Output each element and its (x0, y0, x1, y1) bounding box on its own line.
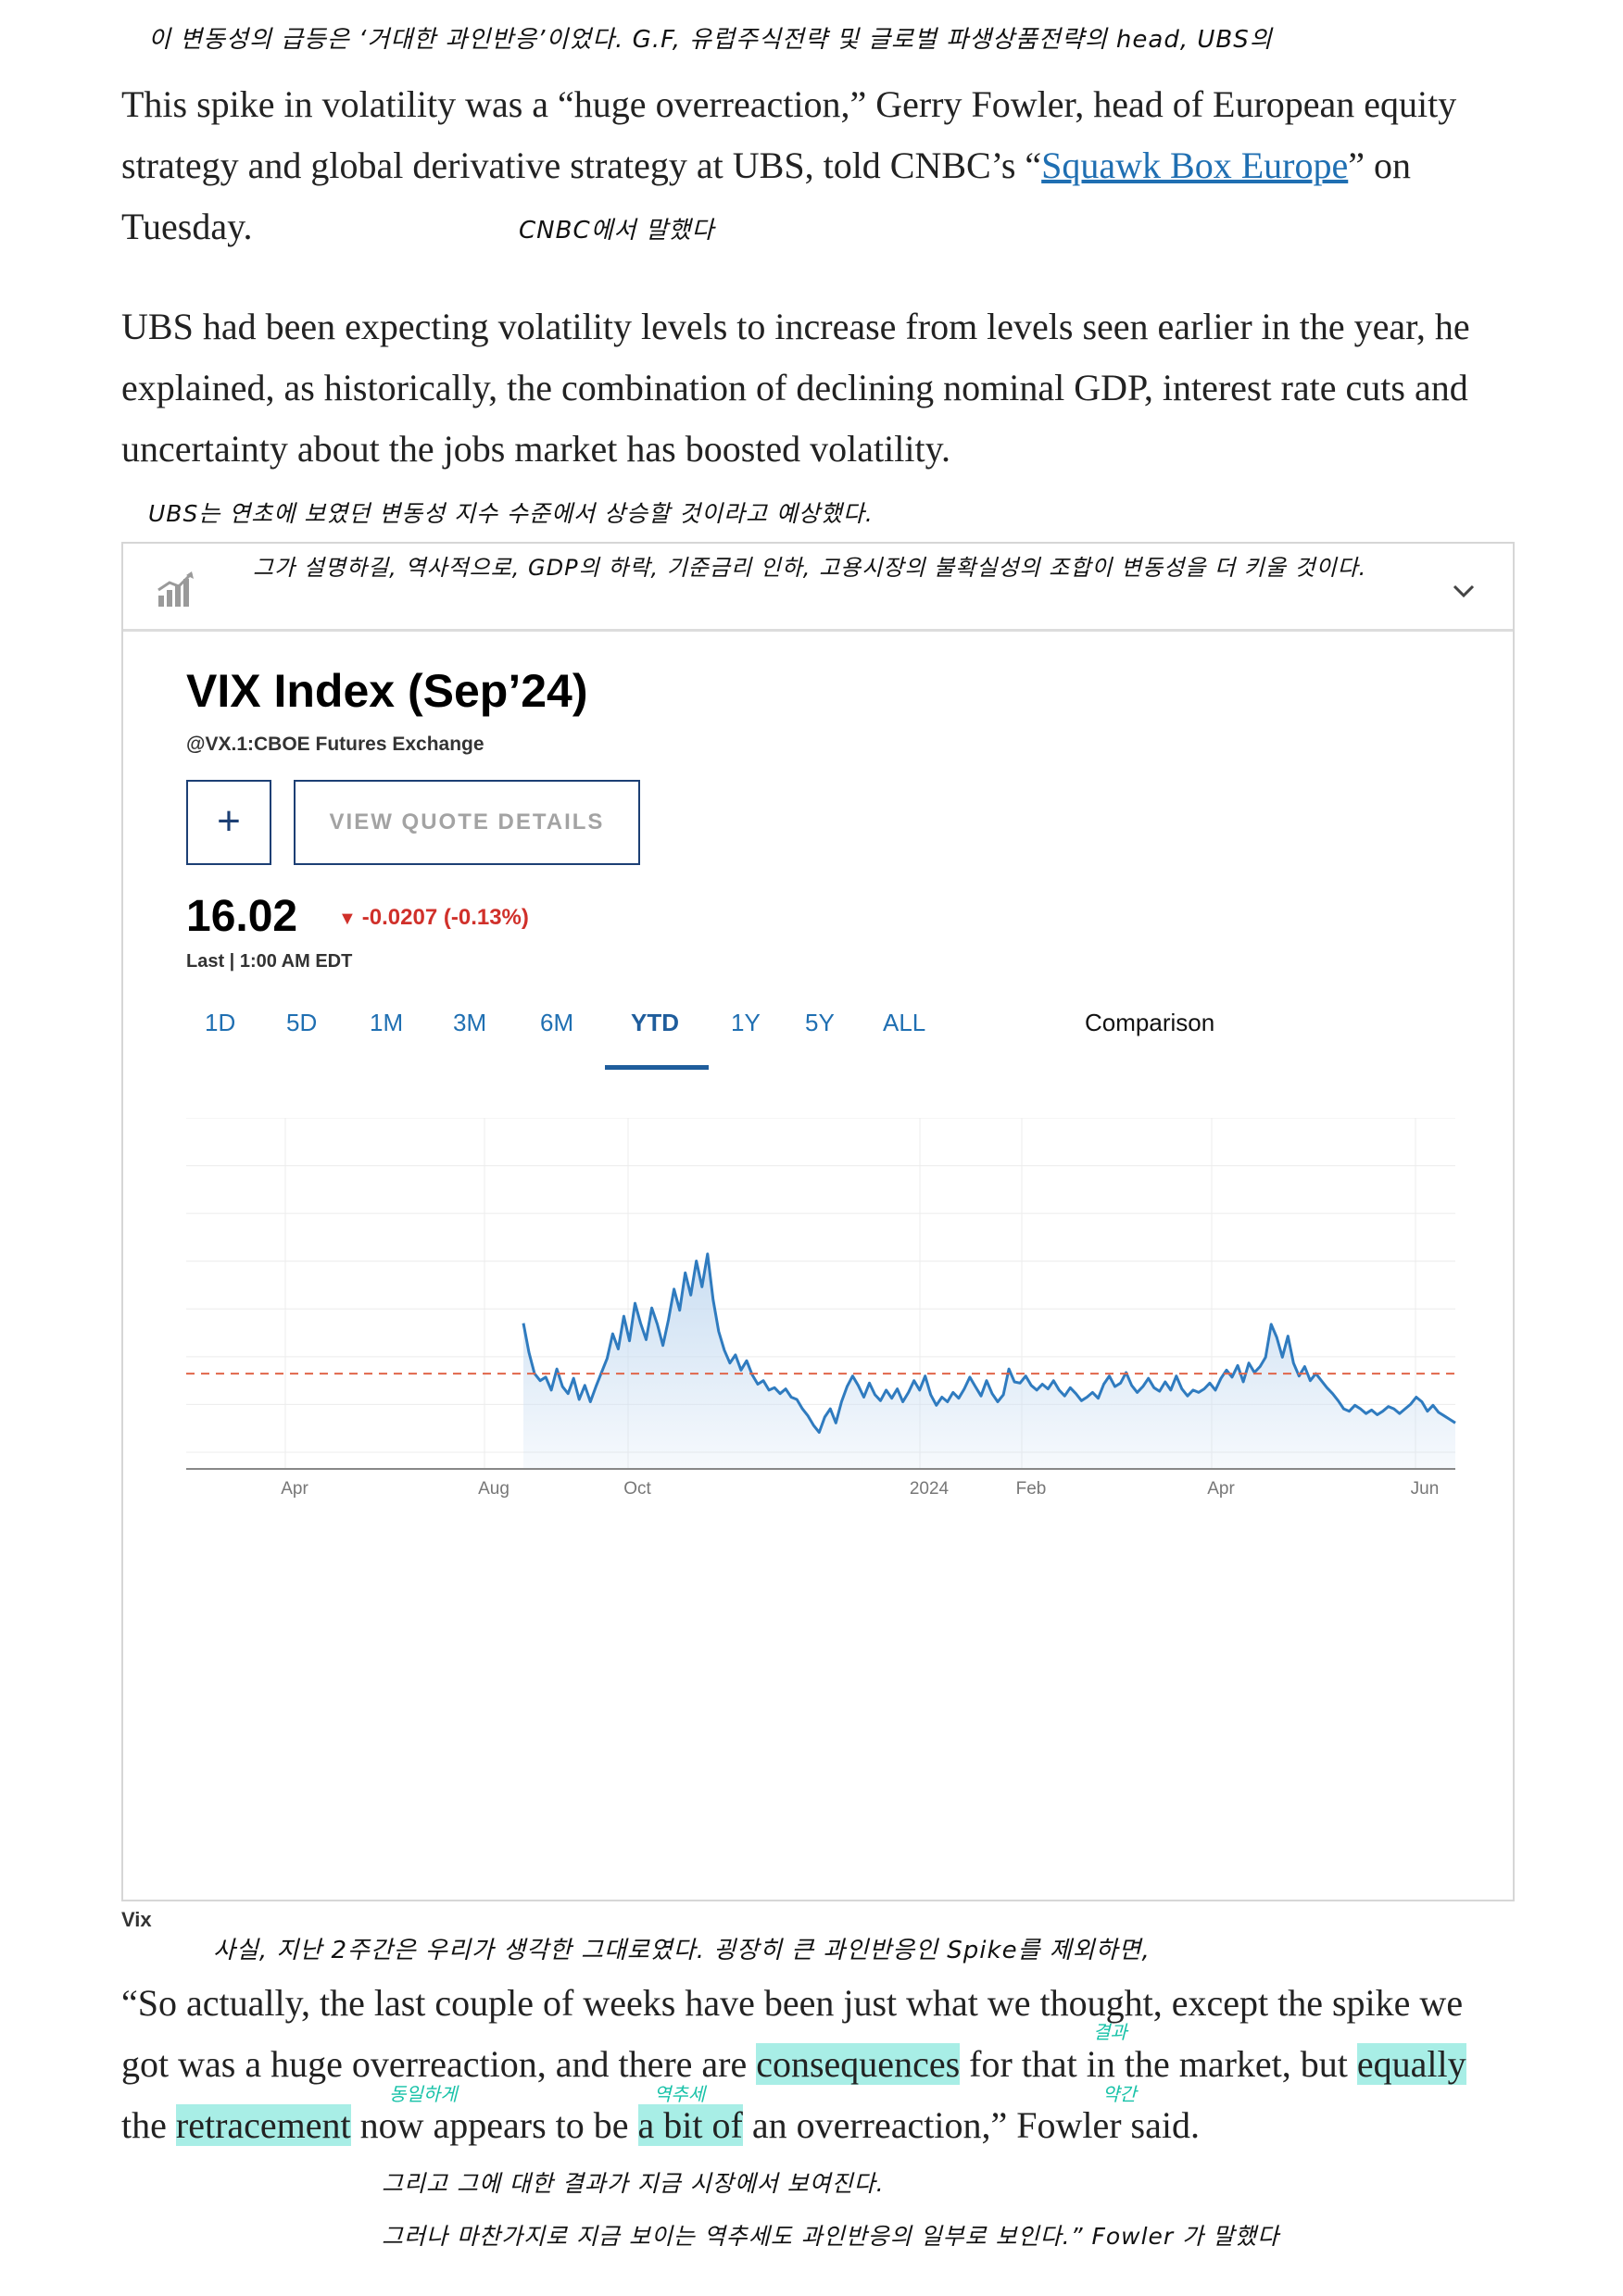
x-tick-label: Feb (1015, 1479, 1047, 1499)
note-consequences: 결과 (1093, 2021, 1127, 2043)
tab-1m[interactable]: 1M (370, 1009, 404, 1036)
annotation-cnbc: CNBC에서 말했다 (519, 217, 715, 245)
highlight-consequences: consequences (756, 2043, 961, 2085)
down-arrow-icon: ▼ (338, 909, 357, 929)
paragraph-1-text: This spike in volatility was a “huge ove… (121, 83, 1457, 186)
quote-paragraph: “So actually, the last couple of weeks h… (121, 1973, 1511, 2156)
annotation-ubs-1: UBS는 연초에 보였던 변동성 지수 수준에서 상승할 것이라고 예상했다. (148, 500, 874, 527)
tab-1y[interactable]: 1Y (731, 1009, 761, 1036)
quote-part-5: an overreaction,” Fowler said. (742, 2104, 1200, 2146)
highlight-a-bit-of: a bit of (637, 2104, 743, 2146)
tab-ytd[interactable]: YTD (631, 1009, 679, 1036)
annotation-bottom-1: 그리고 그에 대한 결과가 지금 시장에서 보여진다. (382, 2170, 885, 2197)
paragraph-1-tail: ” on Tuesday. (121, 144, 1412, 247)
x-tick-label: Oct (623, 1479, 651, 1499)
vix-chart (186, 1118, 1456, 1470)
tab-5d[interactable]: 5D (286, 1009, 318, 1036)
chart-caption: Vix (121, 1908, 152, 1931)
quote-part-4: now appears to be (350, 2104, 638, 2146)
annotation-ubs-2: 그가 설명하길, 역사적으로, GDP의 하락, 기준금리 인하, 고용시장의 … (253, 555, 1367, 581)
last-price: 16.02 (186, 892, 298, 941)
squawk-box-europe-link[interactable]: Squawk Box Europe (1041, 144, 1349, 186)
last-updated: Last | 1:00 AM EDT (186, 951, 353, 972)
x-tick-label: Apr (1207, 1479, 1235, 1499)
quote-part-1: “So actually, the last couple of weeks h… (121, 1982, 1464, 2085)
article-paragraph-1: This spike in volatility was a “huge ove… (121, 74, 1511, 257)
x-tick-label: 2024 (909, 1479, 950, 1499)
tab-all[interactable]: ALL (883, 1009, 926, 1036)
annotation-bottom-2: 그러나 마찬가지로 지금 보이는 역추세도 과인반응의 일부로 보인다.” Fo… (382, 2223, 1280, 2250)
price-change: ▼ -0.0207 (-0.13%) (338, 905, 529, 931)
quote-part-2: for that in the market, but (960, 2043, 1357, 2085)
highlight-retracement: retracement (175, 2104, 351, 2146)
tab-6m[interactable]: 6M (540, 1009, 574, 1036)
widget-header (123, 544, 1513, 632)
note-a-bit-of: 약간 (1102, 2083, 1137, 2105)
comparison-link[interactable]: Comparison (1085, 1009, 1215, 1036)
x-tick-label: Jun (1410, 1479, 1440, 1499)
chart-icon (157, 571, 194, 607)
highlight-equally: equally (1356, 2043, 1466, 2085)
x-tick-label: Apr (281, 1479, 308, 1499)
chevron-down-icon[interactable] (1452, 579, 1476, 603)
view-quote-details-button[interactable]: VIEW QUOTE DETAILS (294, 780, 640, 865)
note-equally: 동일하게 (389, 2083, 458, 2105)
note-retracement: 역추세 (654, 2083, 706, 2105)
annotation-quote-top: 사실, 지난 2주간은 우리가 생각한 그대로였다. 굉장히 큰 과인반응인 S… (213, 1937, 1151, 1964)
tab-5y[interactable]: 5Y (805, 1009, 835, 1036)
quote-part-3: the (121, 2104, 176, 2146)
tab-3m[interactable]: 3M (453, 1009, 487, 1036)
vix-area-fill (523, 1253, 1455, 1470)
active-tab-underline (605, 1065, 709, 1070)
exchange-label: @VX.1:CBOE Futures Exchange (186, 734, 484, 755)
annotation-top: 이 변동성의 급등은 ‘거대한 과인반응’이었다. G.F, 유럽주식전략 및 … (148, 26, 1273, 54)
add-to-watchlist-button[interactable]: + (186, 780, 271, 865)
tab-1d[interactable]: 1D (205, 1009, 236, 1036)
vix-title: VIX Index (Sep’24) (186, 665, 588, 717)
vix-quote-widget: 그가 설명하길, 역사적으로, GDP의 하락, 기준금리 인하, 고용시장의 … (121, 542, 1515, 1901)
change-value: -0.0207 (-0.13%) (361, 905, 529, 930)
x-tick-label: Aug (478, 1479, 510, 1499)
article-paragraph-2: UBS had been expecting volatility levels… (121, 306, 1470, 470)
